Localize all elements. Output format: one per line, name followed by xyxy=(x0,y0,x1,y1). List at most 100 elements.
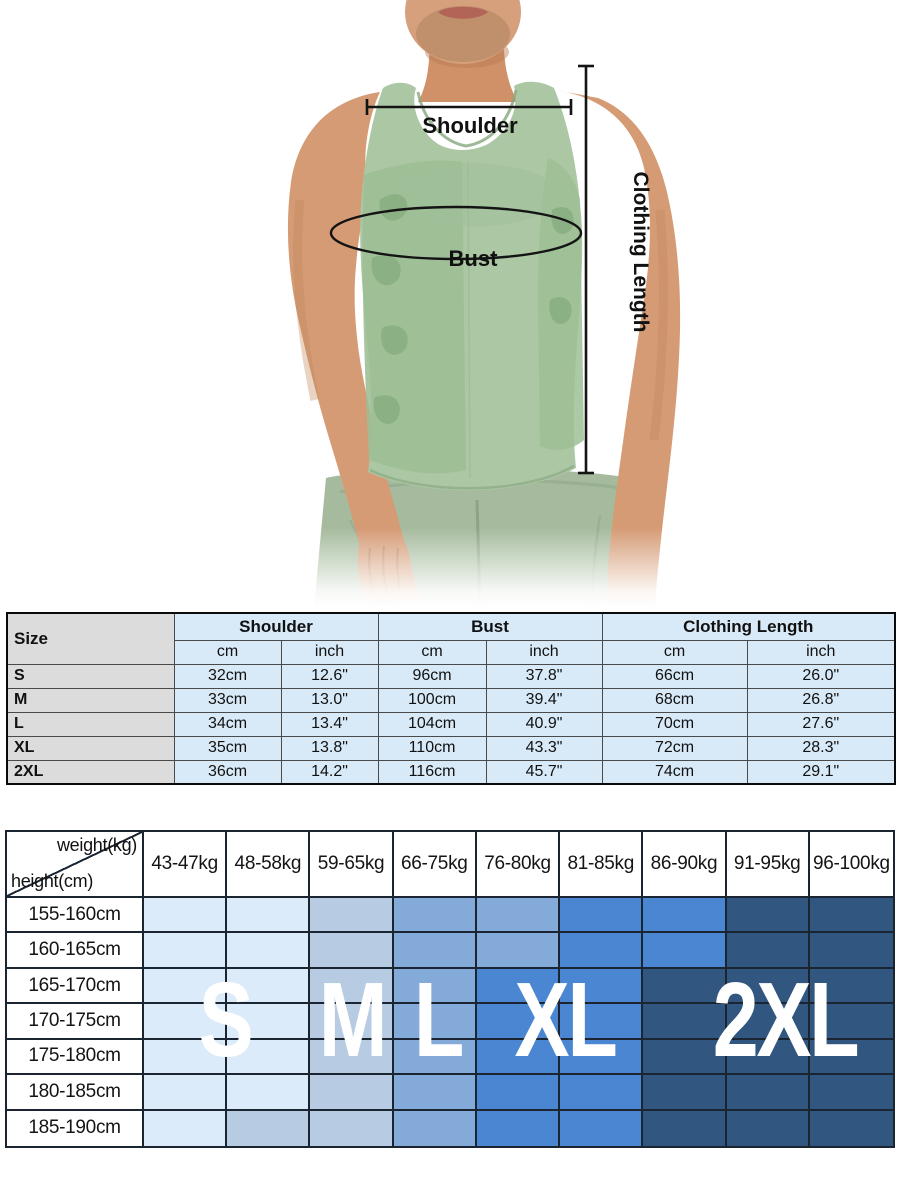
fit-cell-XL xyxy=(560,968,644,1005)
shoulder-inch-header: inch xyxy=(280,639,379,665)
size-measurement-cell: 32cm xyxy=(173,663,282,689)
fit-cell-L xyxy=(393,1075,477,1111)
size-measurement-cell: 104cm xyxy=(377,711,487,737)
fit-cell-2XL xyxy=(643,1110,727,1146)
weight-column-header: 43-47kg xyxy=(144,832,228,898)
size-measurement-cell: 13.8" xyxy=(280,735,379,761)
height-row-header: 165-170cm xyxy=(7,968,144,1005)
shoulder-column-group: Shoulder xyxy=(173,612,379,641)
size-measurement-cell: 26.0" xyxy=(746,663,896,689)
size-row-label: 2XL xyxy=(6,759,175,785)
fit-cell-XL xyxy=(476,1110,561,1146)
bust-inch-header: inch xyxy=(485,639,603,665)
fit-cell-L xyxy=(393,968,477,1005)
fit-cell-2XL xyxy=(726,898,810,934)
fit-cell-S xyxy=(144,933,228,969)
size-row-label: M xyxy=(6,687,175,713)
fit-cell-2XL xyxy=(726,1004,810,1040)
fit-cell-L xyxy=(393,1004,477,1040)
size-measurement-cell: 33cm xyxy=(173,687,282,713)
size-measurement-cell: 110cm xyxy=(377,735,487,761)
tank-top-graphic xyxy=(360,81,584,491)
size-table-corner-header: Size xyxy=(6,612,175,665)
fit-cell-2XL xyxy=(726,933,810,969)
fit-cell-XL xyxy=(476,1004,561,1040)
size-measurement-cell: 37.8" xyxy=(485,663,603,689)
size-measurement-cell: 43.3" xyxy=(485,735,603,761)
size-measurement-cell: 36cm xyxy=(173,759,282,785)
weight-column-header: 59-65kg xyxy=(310,832,394,898)
fit-cell-2XL xyxy=(643,1004,727,1040)
fit-cell-S xyxy=(227,1075,311,1111)
size-measurement-cell: 74cm xyxy=(601,759,748,785)
bust-cm-header: cm xyxy=(377,639,487,665)
fit-cell-L xyxy=(393,1039,477,1076)
weight-column-header: 66-75kg xyxy=(393,832,477,898)
clothing-length-column-group: Clothing Length xyxy=(601,612,896,641)
fit-cell-2XL xyxy=(809,898,893,934)
fit-cell-S xyxy=(227,1039,311,1076)
size-measurement-cell: 35cm xyxy=(173,735,282,761)
clothing-length-cm-header: cm xyxy=(601,639,748,665)
fit-cell-L xyxy=(393,933,477,969)
size-row-label: XL xyxy=(6,735,175,761)
fit-cell-2XL xyxy=(643,1075,727,1111)
fit-cell-M xyxy=(310,1039,394,1076)
fit-cell-2XL xyxy=(809,1039,893,1076)
photo-fade xyxy=(0,528,900,608)
measurement-annotations xyxy=(329,64,594,475)
fit-cell-XL xyxy=(643,933,727,969)
fit-cell-S xyxy=(227,968,311,1005)
size-measurement-cell: 34cm xyxy=(173,711,282,737)
size-measurement-cell: 68cm xyxy=(601,687,748,713)
size-measurement-cell: 72cm xyxy=(601,735,748,761)
size-table-row: L 34cm 13.4" 104cm 40.9" 70cm 27.6" xyxy=(6,711,896,737)
bust-column-group: Bust xyxy=(377,612,603,641)
clothing-length-measure-label: Clothing Length xyxy=(629,172,652,333)
fit-cell-XL xyxy=(476,1039,561,1076)
fit-cell-2XL xyxy=(809,1110,893,1146)
size-measurement-cell: 96cm xyxy=(377,663,487,689)
height-row-header: 175-180cm xyxy=(7,1039,144,1076)
fit-cell-2XL xyxy=(643,968,727,1005)
size-table-row: XL 35cm 13.8" 110cm 43.3" 72cm 28.3" xyxy=(6,735,896,761)
size-table-row: M 33cm 13.0" 100cm 39.4" 68cm 26.8" xyxy=(6,687,896,713)
height-row-header: 170-175cm xyxy=(7,1004,144,1040)
fit-cell-XL xyxy=(560,1110,644,1146)
height-row-header: 155-160cm xyxy=(7,898,144,934)
height-row-header: 180-185cm xyxy=(7,1075,144,1111)
size-measurement-cell: 116cm xyxy=(377,759,487,785)
fit-cell-2XL xyxy=(726,1075,810,1111)
fit-cell-2XL xyxy=(726,968,810,1005)
size-measurement-cell: 13.0" xyxy=(280,687,379,713)
fit-cell-XL xyxy=(560,933,644,969)
size-measurement-cell: 28.3" xyxy=(746,735,896,761)
height-row-header: 160-165cm xyxy=(7,933,144,969)
fit-cell-S xyxy=(227,1004,311,1040)
fit-cell-S xyxy=(227,933,311,969)
size-table: Size Shoulder Bust Clothing Length cm in… xyxy=(6,612,897,785)
size-row-label: S xyxy=(6,663,175,689)
fit-cell-2XL xyxy=(726,1039,810,1076)
bust-measure-label: Bust xyxy=(449,246,499,271)
figure-illustration: Shoulder Bust Clothing Length xyxy=(0,0,900,608)
weight-column-header: 86-90kg xyxy=(643,832,727,898)
fit-cell-XL xyxy=(560,898,644,934)
fit-cell-XL xyxy=(476,968,561,1005)
head-graphic xyxy=(405,0,521,102)
size-row-label: L xyxy=(6,711,175,737)
fit-cell-2XL xyxy=(809,1004,893,1040)
fit-cell-M xyxy=(310,1075,394,1111)
fit-cell-M xyxy=(227,1110,311,1146)
fit-cell-L xyxy=(393,898,477,934)
fit-cell-M xyxy=(310,933,394,969)
height-row-header: 185-190cm xyxy=(7,1110,144,1146)
fit-cell-L xyxy=(476,898,561,934)
weight-column-header: 48-58kg xyxy=(227,832,311,898)
right-arm-graphic xyxy=(556,90,681,604)
size-table-row: S 32cm 12.6" 96cm 37.8" 66cm 26.0" xyxy=(6,663,896,689)
fit-cell-S xyxy=(144,1110,228,1146)
fit-matrix: weight(kg) height(cm) 43-47kg 48-58kg 59-6… xyxy=(5,830,895,1148)
size-measurement-cell: 100cm xyxy=(377,687,487,713)
